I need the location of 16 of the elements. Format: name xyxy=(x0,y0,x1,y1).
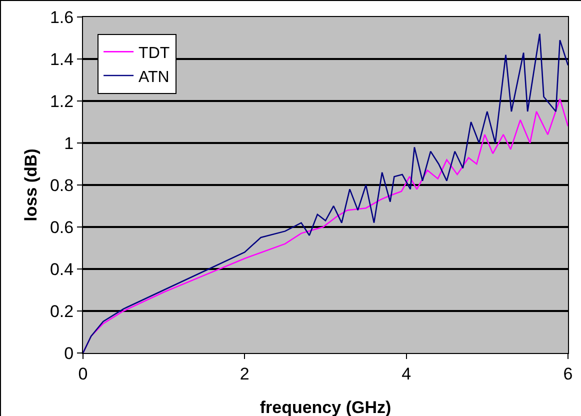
y-tick-label: 1.6 xyxy=(50,8,74,27)
legend-label: TDT xyxy=(138,44,170,62)
y-tick-label: 0.2 xyxy=(50,302,74,321)
y-tick-label: 0.8 xyxy=(50,176,74,195)
y-tick-label: 1.2 xyxy=(50,92,74,111)
y-tick-label: 1.4 xyxy=(50,50,74,69)
legend-label: ATN xyxy=(138,68,170,86)
x-tick-label: 6 xyxy=(563,364,573,384)
y-tick-label: 0 xyxy=(64,344,74,363)
y-tick-label: 0.6 xyxy=(50,218,74,237)
x-tick-label: 2 xyxy=(240,364,250,384)
x-tick-label: 4 xyxy=(402,364,412,384)
y-tick-label: 0.4 xyxy=(50,260,74,279)
y-tick-label: 1 xyxy=(64,134,74,153)
y-axis-title: loss (dB) xyxy=(22,148,41,222)
x-tick-label: 0 xyxy=(78,364,88,384)
